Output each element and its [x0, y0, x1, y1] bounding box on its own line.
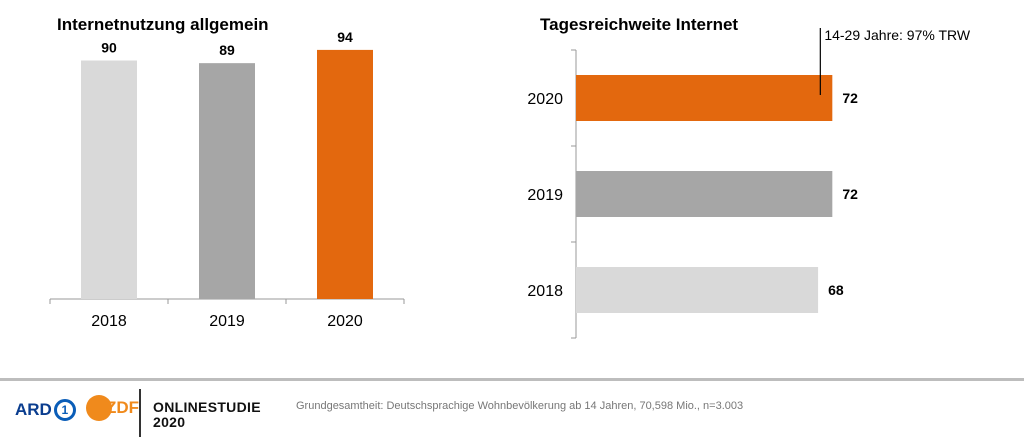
- data-label-2018: 90: [101, 40, 117, 56]
- y-tick-label-2018: 2018: [527, 283, 563, 300]
- bar-2018: [576, 267, 819, 313]
- data-label-2019: 89: [219, 42, 235, 58]
- chart-title-tagesreichweite: Tagesreichweite Internet: [540, 15, 739, 34]
- y-tick-label-2019: 2019: [527, 187, 563, 204]
- horizontal-bar-chart: 72 2020 72 2019 68 2018 14-29 Jahre: 97% TRW: [527, 27, 971, 339]
- footnote: Grundgesamtheit: Deutschsprachige Wohnbe…: [296, 400, 744, 412]
- zdf-circle-icon: [86, 395, 112, 421]
- bar-2020: [576, 75, 833, 121]
- y-tick-label-2020: 2020: [527, 91, 563, 108]
- x-tick-label-2018: 2018: [91, 313, 127, 330]
- data-label-2018: 68: [828, 282, 844, 298]
- chart-title-internetnutzung: Internetnutzung allgemein: [57, 15, 269, 34]
- ard-logo: ARD 1: [15, 399, 76, 421]
- bar-2020: [317, 49, 373, 300]
- onlinestudie-title: ONLINESTUDIE: [153, 399, 261, 415]
- bar-2019: [576, 171, 833, 217]
- data-label-2020: 94: [337, 29, 353, 45]
- footer: ARD 1 ZDF ONLINESTUDIE 2020 Grundgesamth…: [0, 378, 1024, 445]
- zdf-wordmark: ZDF: [106, 398, 140, 417]
- ard-one-icon: 1: [53, 399, 76, 421]
- bar-2018: [81, 60, 137, 299]
- data-label-2019: 72: [842, 186, 858, 202]
- x-tick-label-2019: 2019: [209, 313, 245, 330]
- ard-wordmark: ARD: [15, 400, 52, 419]
- bar-2019: [199, 63, 255, 300]
- footer-divider: [139, 389, 141, 437]
- annotation-label: 14-29 Jahre: 97% TRW: [824, 27, 971, 43]
- onlinestudie-label: ONLINESTUDIE 2020: [153, 400, 261, 430]
- zdf-logo: ZDF: [86, 395, 139, 421]
- data-label-2020: 72: [842, 90, 858, 106]
- onlinestudie-year: 2020: [153, 414, 186, 430]
- vertical-bar-chart: 90 2018 89 2019 94 2020: [49, 29, 405, 330]
- x-tick-label-2020: 2020: [327, 313, 363, 330]
